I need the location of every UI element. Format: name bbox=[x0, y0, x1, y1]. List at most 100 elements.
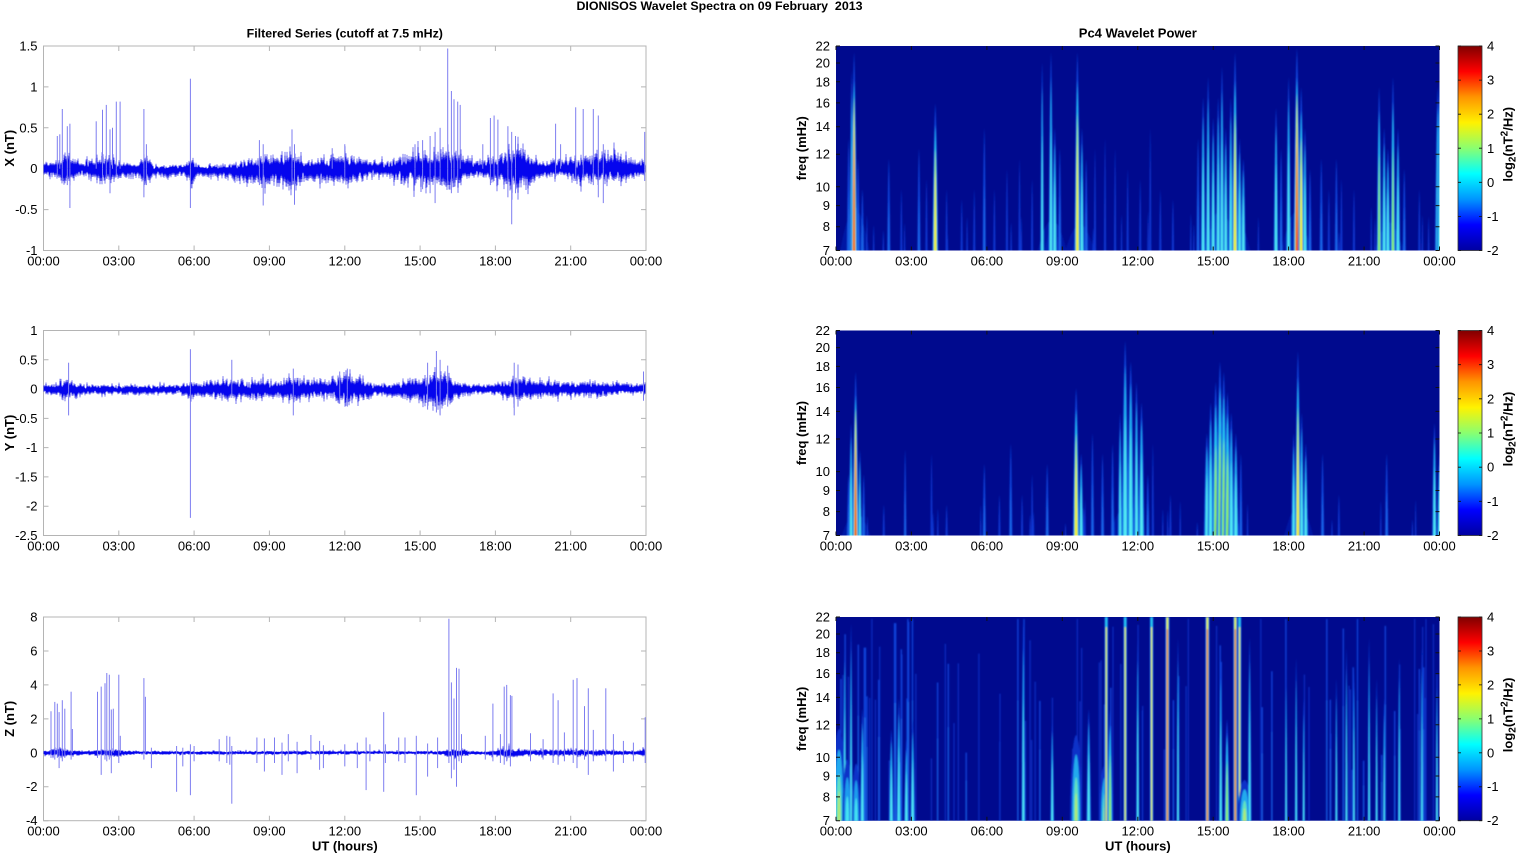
svg-text:-1: -1 bbox=[1487, 779, 1499, 794]
svg-text:21:00: 21:00 bbox=[554, 254, 587, 269]
svg-text:log2(nT2/Hz): log2(nT2/Hz) bbox=[1500, 107, 1519, 182]
svg-text:21:00: 21:00 bbox=[554, 824, 587, 839]
svg-text:log2(nT2/Hz): log2(nT2/Hz) bbox=[1500, 392, 1519, 467]
svg-text:22: 22 bbox=[816, 610, 830, 625]
svg-text:-1.5: -1.5 bbox=[15, 469, 37, 484]
svg-text:00:00: 00:00 bbox=[630, 254, 663, 269]
svg-text:2: 2 bbox=[1487, 677, 1494, 692]
svg-text:-1: -1 bbox=[1487, 209, 1499, 224]
svg-text:14: 14 bbox=[816, 404, 830, 419]
svg-text:03:00: 03:00 bbox=[895, 824, 928, 839]
svg-text:2: 2 bbox=[1487, 391, 1494, 406]
svg-text:03:00: 03:00 bbox=[895, 539, 928, 554]
svg-text:12:00: 12:00 bbox=[329, 539, 362, 554]
svg-text:18:00: 18:00 bbox=[1272, 824, 1305, 839]
svg-text:Y (nT): Y (nT) bbox=[2, 415, 17, 452]
svg-text:log2(nT2/Hz): log2(nT2/Hz) bbox=[1500, 678, 1519, 753]
svg-text:00:00: 00:00 bbox=[630, 539, 663, 554]
svg-text:00:00: 00:00 bbox=[1423, 254, 1456, 269]
svg-text:03:00: 03:00 bbox=[103, 539, 136, 554]
svg-text:20: 20 bbox=[816, 627, 830, 642]
svg-text:8: 8 bbox=[30, 610, 37, 625]
svg-text:18:00: 18:00 bbox=[479, 539, 512, 554]
svg-text:10: 10 bbox=[816, 464, 830, 479]
svg-text:12:00: 12:00 bbox=[1122, 254, 1155, 269]
svg-text:12:00: 12:00 bbox=[1122, 539, 1155, 554]
svg-text:10: 10 bbox=[816, 179, 830, 194]
svg-text:09:00: 09:00 bbox=[1046, 254, 1079, 269]
svg-text:0: 0 bbox=[1487, 460, 1494, 475]
svg-text:-2: -2 bbox=[1487, 813, 1499, 828]
svg-text:18:00: 18:00 bbox=[479, 254, 512, 269]
svg-text:Pc4 Wavelet Power: Pc4 Wavelet Power bbox=[1079, 26, 1197, 41]
svg-text:-2: -2 bbox=[1487, 243, 1499, 258]
svg-text:7: 7 bbox=[823, 243, 830, 258]
svg-text:18:00: 18:00 bbox=[1272, 539, 1305, 554]
svg-text:0: 0 bbox=[30, 382, 37, 397]
svg-text:12: 12 bbox=[816, 432, 830, 447]
svg-text:14: 14 bbox=[816, 119, 830, 134]
svg-text:03:00: 03:00 bbox=[103, 254, 136, 269]
svg-text:06:00: 06:00 bbox=[971, 824, 1004, 839]
svg-text:1: 1 bbox=[1487, 426, 1494, 441]
svg-text:09:00: 09:00 bbox=[253, 824, 286, 839]
svg-text:06:00: 06:00 bbox=[971, 254, 1004, 269]
svg-text:-2: -2 bbox=[26, 499, 38, 514]
svg-text:06:00: 06:00 bbox=[178, 824, 211, 839]
svg-text:X (nT): X (nT) bbox=[2, 130, 17, 167]
svg-text:freq (mHz): freq (mHz) bbox=[794, 687, 809, 751]
svg-text:00:00: 00:00 bbox=[820, 824, 853, 839]
svg-text:21:00: 21:00 bbox=[1348, 539, 1381, 554]
svg-text:7: 7 bbox=[823, 813, 830, 828]
svg-text:7: 7 bbox=[823, 528, 830, 543]
svg-text:16: 16 bbox=[816, 380, 830, 395]
svg-text:12: 12 bbox=[816, 147, 830, 162]
svg-text:00:00: 00:00 bbox=[630, 824, 663, 839]
svg-text:22: 22 bbox=[816, 323, 830, 338]
svg-text:09:00: 09:00 bbox=[1046, 824, 1079, 839]
svg-text:4: 4 bbox=[1487, 39, 1494, 54]
svg-text:Filtered Series (cutoff at 7.5: Filtered Series (cutoff at 7.5 mHz) bbox=[247, 27, 443, 41]
svg-text:21:00: 21:00 bbox=[1348, 824, 1381, 839]
svg-text:-2.5: -2.5 bbox=[15, 528, 37, 543]
svg-text:15:00: 15:00 bbox=[1197, 539, 1230, 554]
svg-text:03:00: 03:00 bbox=[895, 254, 928, 269]
svg-text:3: 3 bbox=[1487, 644, 1494, 659]
svg-text:22: 22 bbox=[816, 39, 830, 54]
svg-text:1: 1 bbox=[1487, 711, 1494, 726]
svg-text:18: 18 bbox=[816, 359, 830, 374]
svg-text:-2: -2 bbox=[26, 779, 38, 794]
svg-text:06:00: 06:00 bbox=[178, 254, 211, 269]
svg-text:0.5: 0.5 bbox=[19, 120, 37, 135]
svg-text:freq (mHz): freq (mHz) bbox=[794, 401, 809, 465]
svg-text:8: 8 bbox=[823, 219, 830, 234]
svg-text:18:00: 18:00 bbox=[479, 824, 512, 839]
svg-text:freq (mHz): freq (mHz) bbox=[794, 116, 809, 180]
svg-text:0: 0 bbox=[30, 745, 37, 760]
svg-text:18:00: 18:00 bbox=[1272, 254, 1305, 269]
svg-text:00:00: 00:00 bbox=[820, 254, 853, 269]
svg-text:4: 4 bbox=[1487, 610, 1494, 625]
svg-text:09:00: 09:00 bbox=[253, 539, 286, 554]
svg-text:3: 3 bbox=[1487, 73, 1494, 88]
svg-text:0: 0 bbox=[1487, 745, 1494, 760]
svg-text:8: 8 bbox=[823, 504, 830, 519]
svg-text:2: 2 bbox=[1487, 107, 1494, 122]
svg-text:00:00: 00:00 bbox=[27, 254, 60, 269]
svg-text:20: 20 bbox=[816, 56, 830, 71]
svg-text:-4: -4 bbox=[26, 813, 38, 828]
svg-text:15:00: 15:00 bbox=[1197, 254, 1230, 269]
svg-text:15:00: 15:00 bbox=[404, 824, 437, 839]
svg-text:6: 6 bbox=[30, 644, 37, 659]
svg-text:8: 8 bbox=[823, 789, 830, 804]
svg-text:00:00: 00:00 bbox=[1423, 539, 1456, 554]
svg-text:1: 1 bbox=[1487, 141, 1494, 156]
svg-text:16: 16 bbox=[816, 95, 830, 110]
svg-text:1: 1 bbox=[30, 79, 37, 94]
svg-text:4: 4 bbox=[30, 677, 37, 692]
svg-text:-0.5: -0.5 bbox=[15, 411, 37, 426]
svg-text:3: 3 bbox=[1487, 357, 1494, 372]
svg-text:-1: -1 bbox=[1487, 494, 1499, 509]
svg-text:21:00: 21:00 bbox=[1348, 254, 1381, 269]
svg-text:Z (nT): Z (nT) bbox=[2, 701, 17, 737]
